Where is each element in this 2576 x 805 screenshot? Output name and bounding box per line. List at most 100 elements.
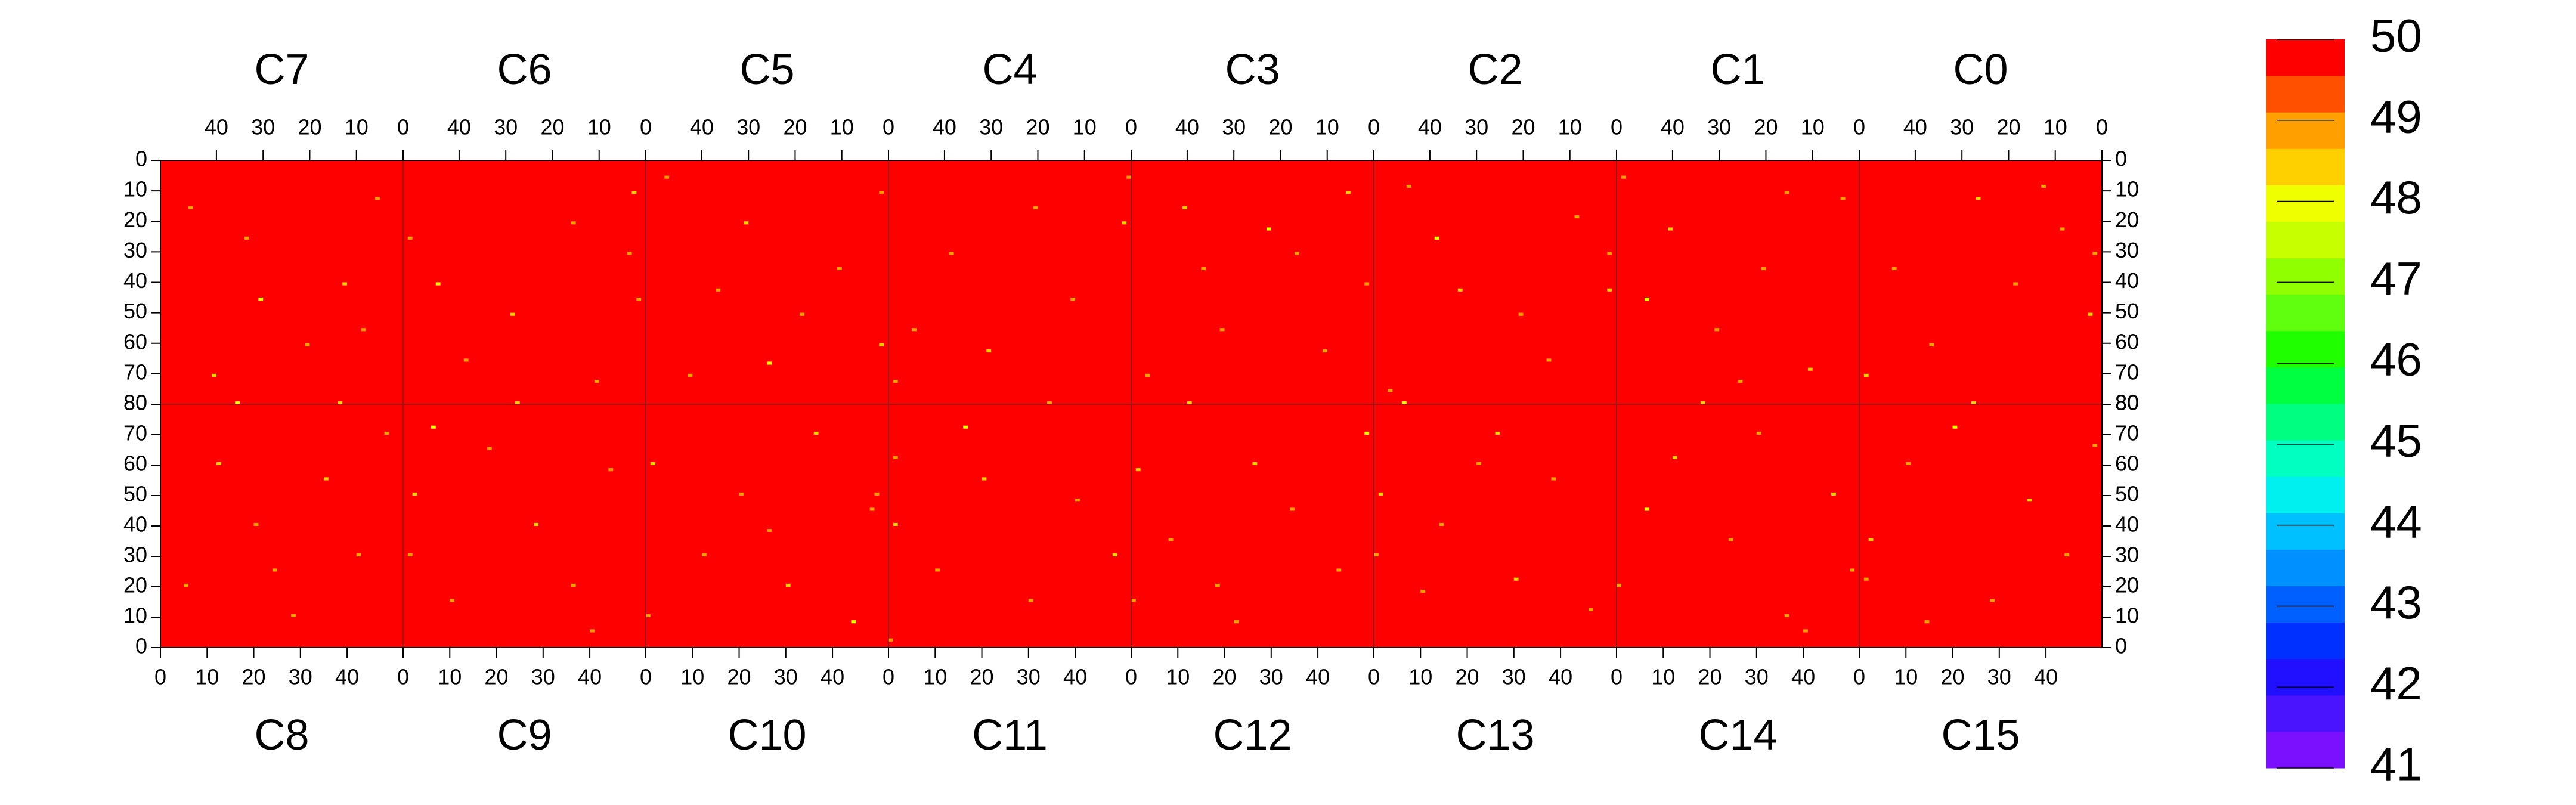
cell — [463, 358, 469, 362]
cell — [1551, 477, 1556, 481]
cell — [1406, 184, 1411, 188]
x-tick-label: 0 — [1611, 115, 1623, 140]
cell-background — [160, 160, 403, 404]
x-tick-label: 20 — [1698, 665, 1722, 689]
x-tick-label: 0 — [1853, 665, 1865, 689]
x-tick-label: 20 — [1026, 115, 1049, 140]
x-tick-label: 30 — [531, 665, 555, 689]
cell — [571, 221, 576, 225]
cell — [1401, 401, 1407, 404]
cell — [1252, 462, 1258, 465]
cell — [1336, 568, 1342, 572]
cell — [412, 492, 417, 496]
y-tick-label: 80 — [123, 391, 147, 415]
y-tick-label: 30 — [123, 238, 147, 262]
x-tick-label: 20 — [1996, 115, 2020, 140]
cell — [767, 529, 772, 532]
cell — [1714, 328, 1720, 332]
x-tick-label: 40 — [335, 665, 359, 689]
cell — [2092, 252, 2098, 255]
y-tick-label: 50 — [123, 299, 147, 323]
cell — [1668, 227, 1673, 231]
cell — [949, 252, 954, 255]
cell-background — [1617, 160, 1859, 404]
cell-background — [646, 404, 888, 648]
x-tick-label: 10 — [1166, 665, 1190, 689]
cell — [1122, 221, 1127, 225]
cell — [1952, 425, 1958, 429]
cell — [590, 629, 595, 633]
cell-background — [1859, 160, 2102, 404]
cell — [1047, 401, 1052, 404]
cell — [1168, 538, 1174, 541]
cell — [1266, 227, 1271, 231]
cell — [1868, 538, 1874, 541]
y-tick-label: 10 — [123, 603, 147, 628]
cell — [1761, 267, 1766, 271]
cell — [912, 328, 917, 332]
cell — [235, 401, 240, 404]
cell — [879, 191, 884, 194]
cell — [375, 197, 380, 200]
cell — [1728, 538, 1733, 541]
colorbar-label: 42 — [2370, 657, 2422, 710]
cell — [1457, 288, 1463, 292]
colorbar-band — [2266, 731, 2345, 769]
x-tick-label: 0 — [397, 115, 409, 140]
cell-background — [1374, 160, 1617, 404]
x-tick-label: 0 — [1611, 665, 1623, 689]
x-tick-label: 30 — [251, 115, 275, 140]
cell — [291, 614, 296, 617]
cell — [1513, 577, 1519, 581]
x-tick-label: 0 — [640, 665, 652, 689]
colorbar-label: 43 — [2370, 576, 2422, 628]
cell — [1607, 252, 1612, 255]
cell — [1840, 197, 1846, 200]
cell — [1546, 358, 1552, 362]
cell — [1219, 328, 1225, 332]
x-tick-label: 20 — [783, 115, 807, 140]
y-tick-label: 60 — [123, 451, 147, 476]
colorbar-band — [2266, 76, 2345, 113]
x-tick-label: 10 — [680, 665, 704, 689]
y-tick-label: 0 — [135, 147, 147, 171]
cell — [1476, 462, 1482, 465]
y-tick-label: 0 — [135, 634, 147, 658]
x-tick-label: 10 — [1315, 115, 1339, 140]
cell — [338, 401, 343, 404]
colorbar-band — [2266, 185, 2345, 222]
cell — [1439, 522, 1444, 526]
cell-background — [403, 160, 646, 404]
x-tick-label: 10 — [923, 665, 947, 689]
cell — [1863, 577, 1869, 581]
x-tick-label: 30 — [1745, 665, 1769, 689]
y-tick-label: 0 — [2115, 147, 2127, 171]
cell — [244, 236, 249, 240]
chip-label: C5 — [739, 46, 794, 94]
cell — [1831, 492, 1836, 496]
x-tick-label: 10 — [345, 115, 369, 140]
cell-background — [1131, 404, 1374, 648]
y-tick-label: 80 — [2115, 391, 2139, 415]
cell-background — [1859, 404, 2102, 648]
cell — [2013, 282, 2018, 286]
cell — [1929, 343, 1934, 346]
y-tick-label: 30 — [2115, 543, 2139, 567]
cell — [1075, 499, 1080, 502]
cell — [1290, 507, 1295, 511]
colorbar-band — [2266, 549, 2345, 586]
x-tick-label: 0 — [640, 115, 652, 140]
chip-label: C13 — [1456, 711, 1534, 759]
y-tick-label: 10 — [123, 177, 147, 202]
cell — [361, 328, 366, 332]
cell — [253, 522, 259, 526]
cell — [305, 343, 310, 346]
x-tick-label: 40 — [821, 665, 844, 689]
cell — [631, 191, 637, 194]
y-tick-label: 70 — [2115, 421, 2139, 445]
cell — [1644, 298, 1649, 301]
x-tick-label: 10 — [1651, 665, 1675, 689]
y-tick-label: 10 — [2115, 177, 2139, 202]
x-tick-label: 0 — [883, 665, 894, 689]
